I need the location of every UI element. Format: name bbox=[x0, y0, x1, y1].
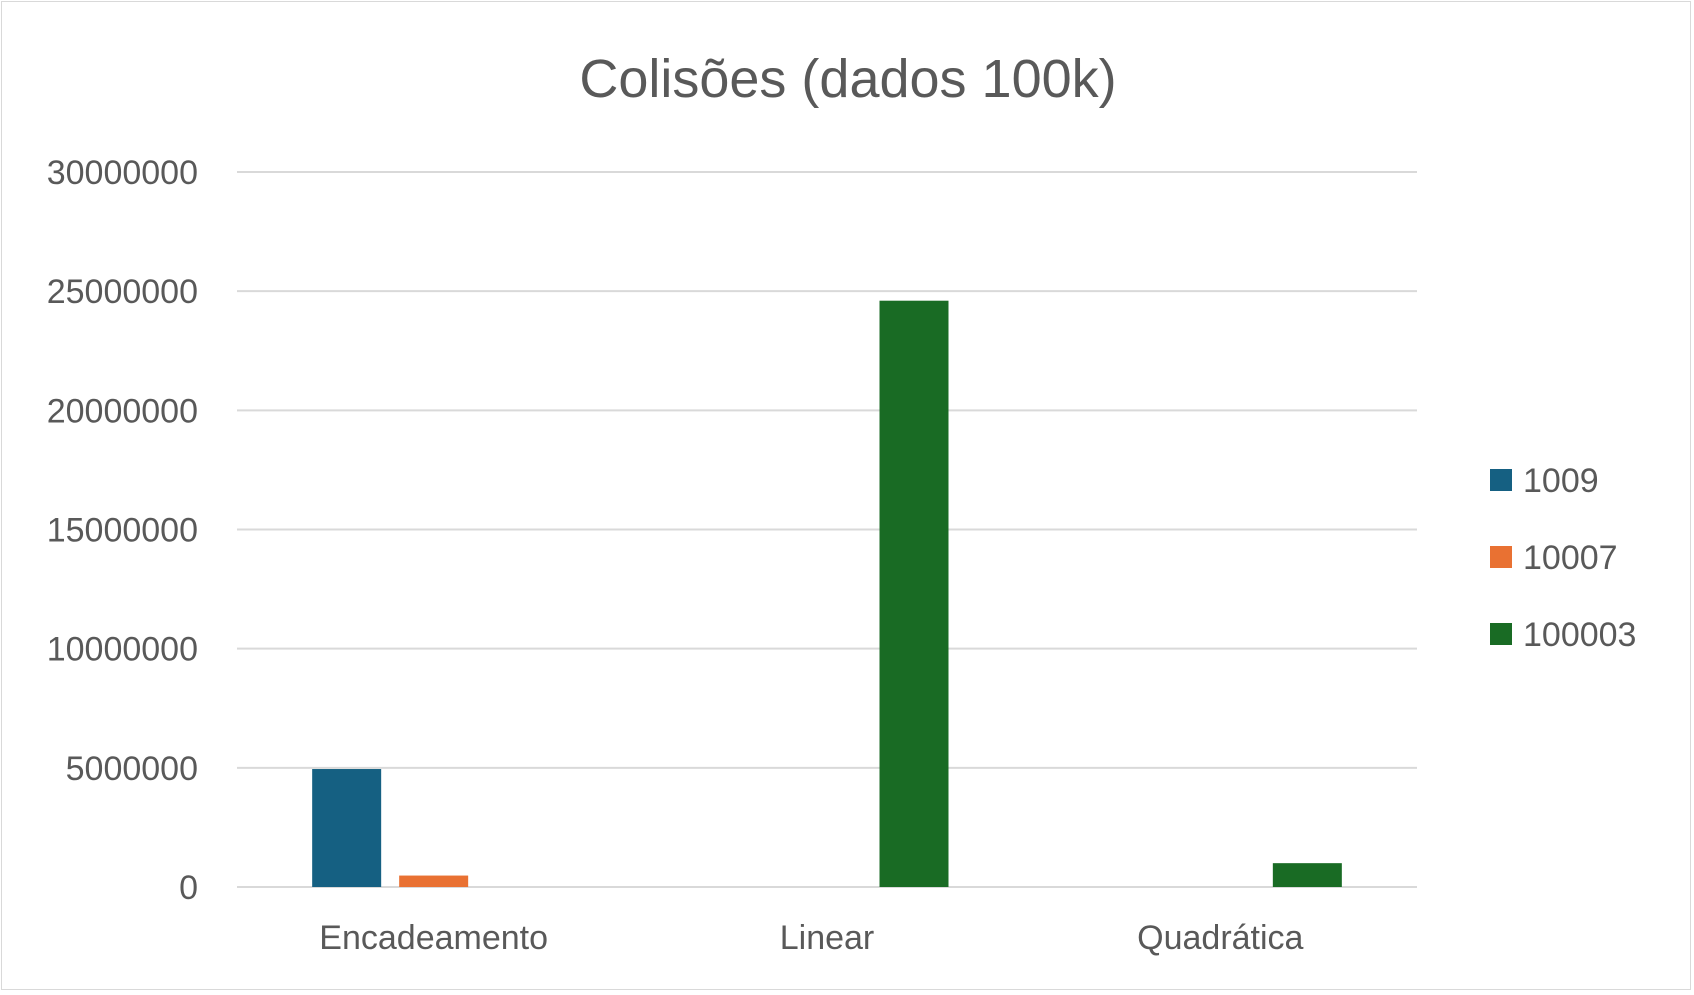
bar-100003-linear bbox=[879, 300, 949, 887]
legend-label-10007: 10007 bbox=[1523, 539, 1618, 577]
gridlines bbox=[237, 171, 1417, 888]
y-axis-ticks: 0 5000000 10000000 15000000 20000000 25000000… bbox=[47, 154, 198, 907]
x-tick-label: Quadrática bbox=[1137, 919, 1303, 957]
legend-swatch-1009 bbox=[1490, 469, 1512, 491]
x-tick-label: Encadeamento bbox=[319, 919, 548, 957]
legend-swatch-100003 bbox=[1490, 623, 1512, 645]
y-tick-label: 10000000 bbox=[47, 631, 198, 669]
chart-title: Colisões (dados 100k) bbox=[579, 49, 1116, 109]
y-tick-label: 5000000 bbox=[66, 750, 198, 788]
legend-label-1009: 1009 bbox=[1523, 462, 1599, 500]
bar-10007-encadeamento bbox=[399, 875, 469, 887]
y-tick-label: 15000000 bbox=[47, 512, 198, 550]
y-tick-label: 20000000 bbox=[47, 392, 198, 430]
bar-1009-encadeamento bbox=[312, 769, 382, 887]
x-axis-ticks: Encadeamento Linear Quadrática bbox=[319, 919, 1303, 957]
y-tick-label: 30000000 bbox=[47, 154, 198, 192]
legend: 1009 10007 100003 bbox=[1490, 462, 1636, 654]
legend-swatch-10007 bbox=[1490, 546, 1512, 568]
bar-100003-quadrática bbox=[1272, 863, 1342, 887]
legend-label-100003: 100003 bbox=[1523, 616, 1636, 654]
y-tick-label: 25000000 bbox=[47, 273, 198, 311]
bars bbox=[312, 300, 1342, 887]
x-tick-label: Linear bbox=[780, 919, 875, 957]
y-tick-label: 0 bbox=[179, 869, 198, 907]
